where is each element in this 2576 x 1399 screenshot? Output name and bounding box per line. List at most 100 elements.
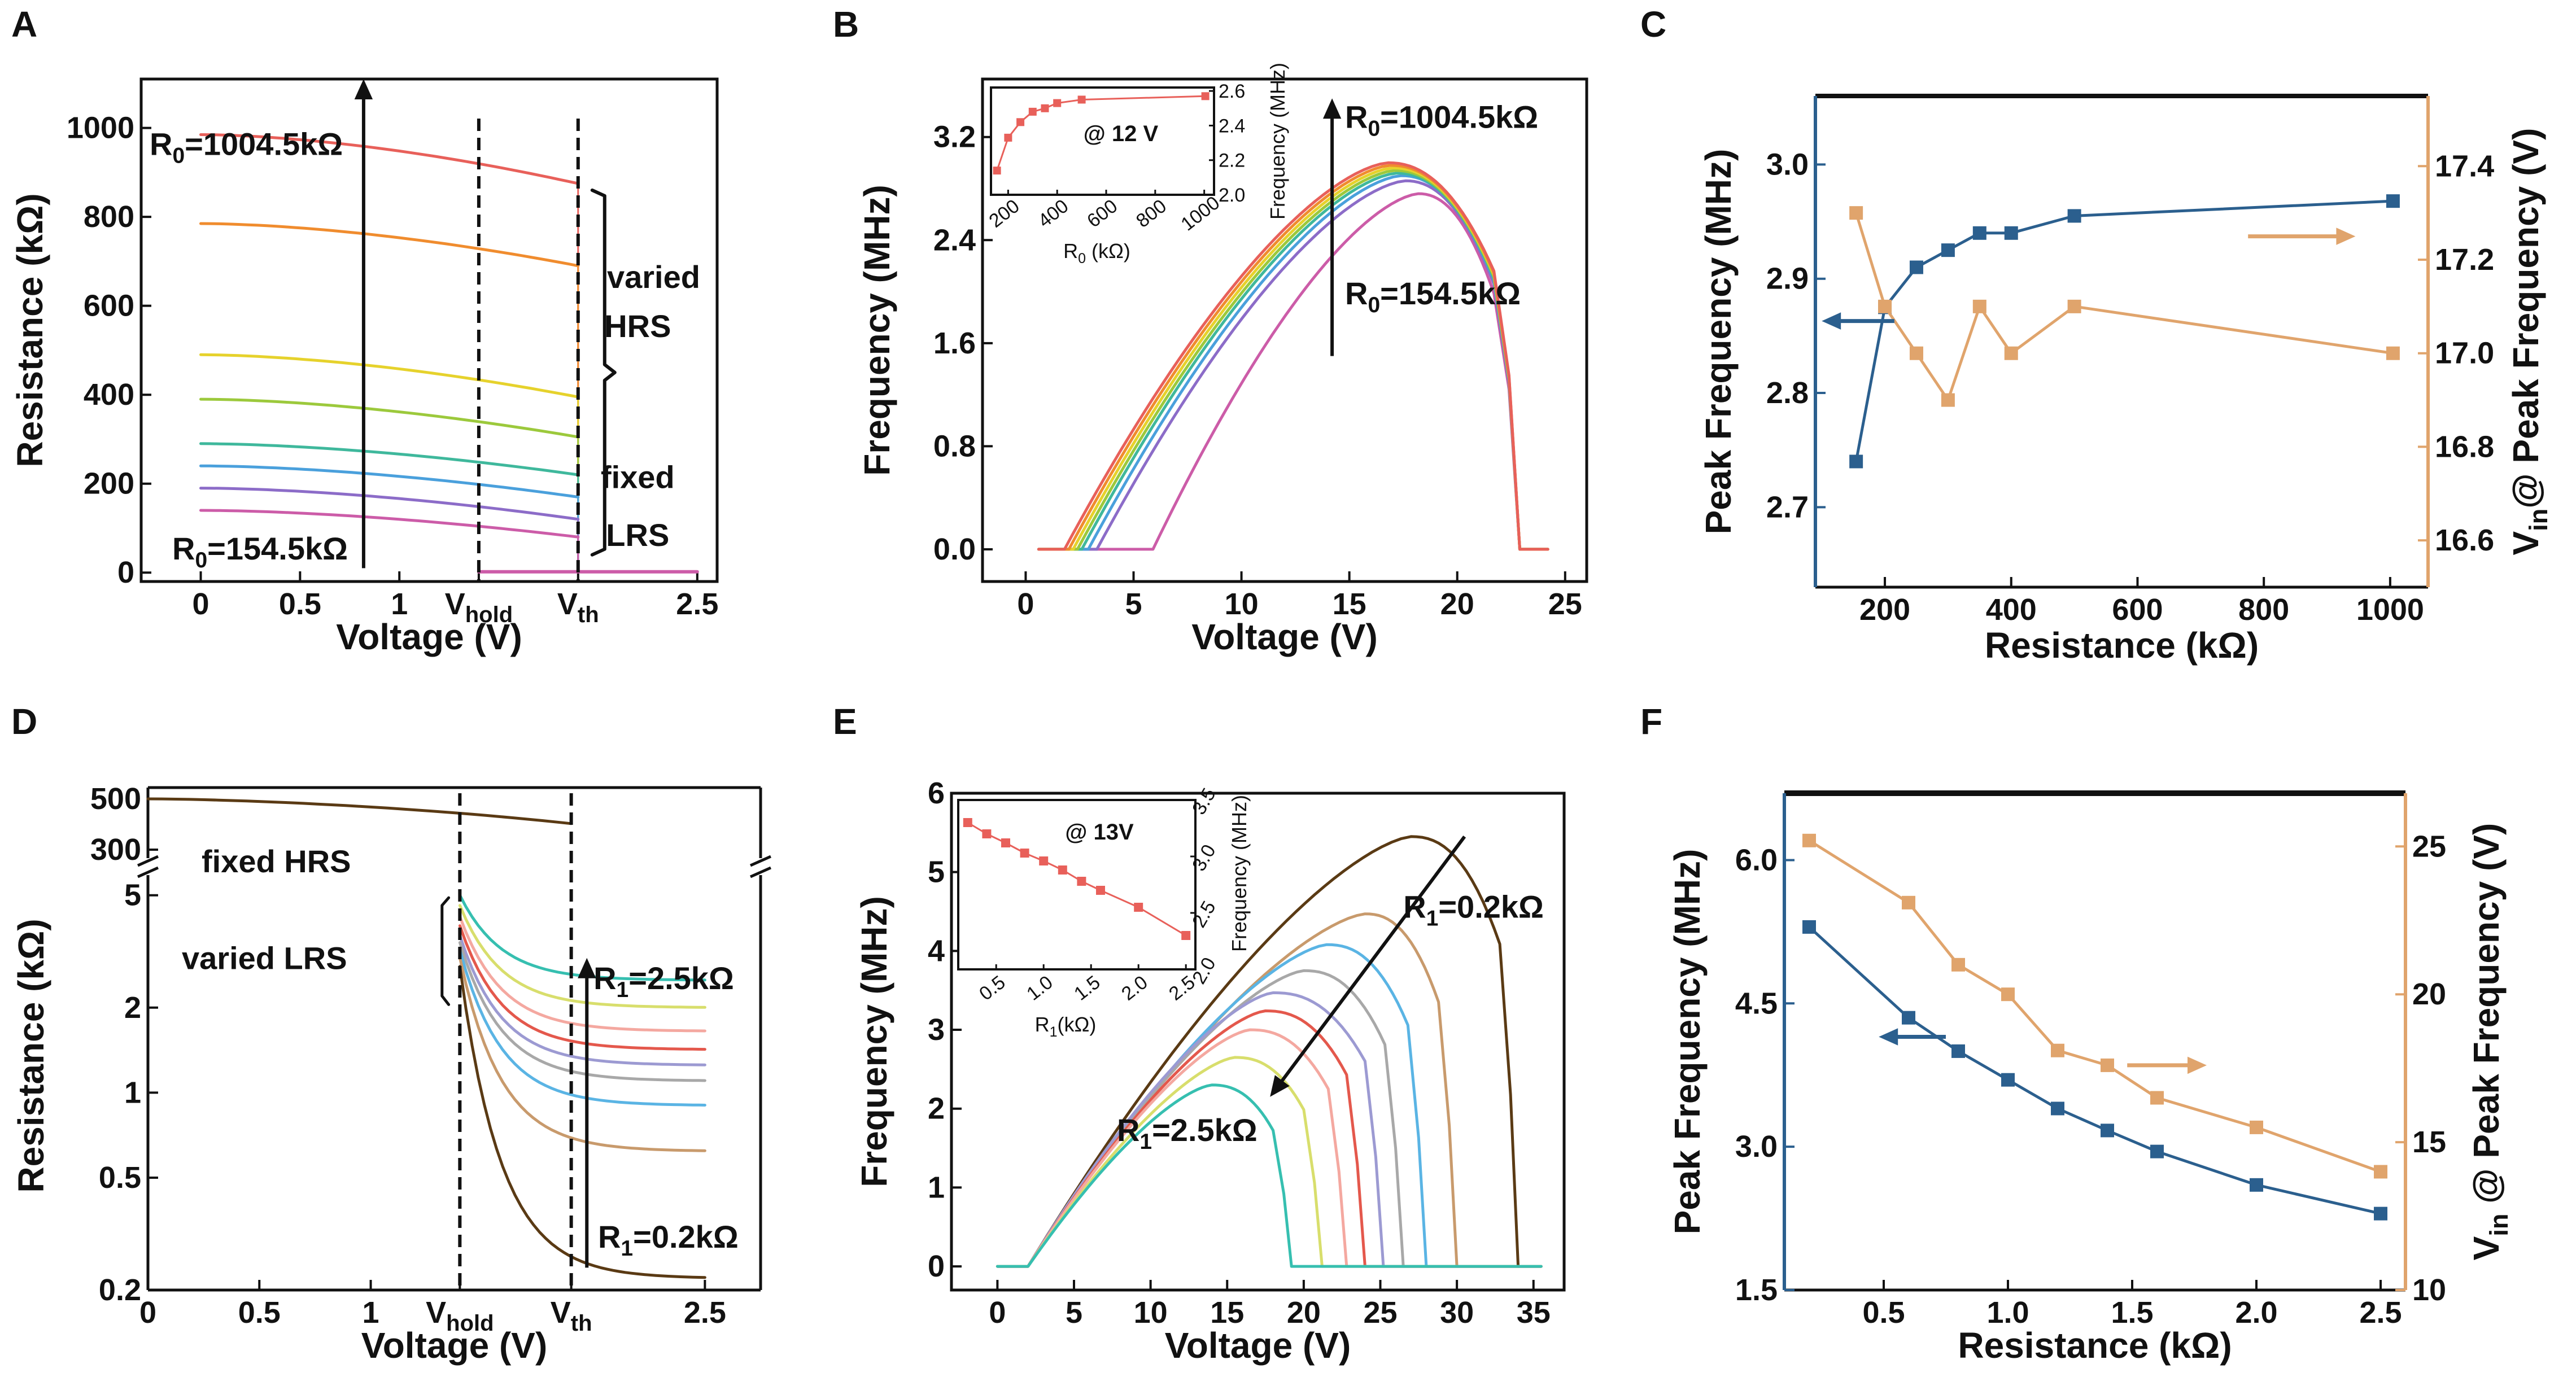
panel-e-ytick-label-3: 3 bbox=[928, 1013, 945, 1047]
panel-d-ytick-lower-label-1: 0.5 bbox=[99, 1161, 141, 1195]
panel-e-arrow-shaft bbox=[1278, 836, 1466, 1085]
panel-label-B: B bbox=[833, 4, 859, 45]
panel-b-inset-point-7 bbox=[1201, 92, 1210, 100]
panel-b-inset-point-1 bbox=[1004, 133, 1012, 142]
panel-a-curve-4 bbox=[199, 442, 580, 476]
panel-e-annot-bottom-tail: =2.5kΩ bbox=[1152, 1112, 1258, 1148]
panel-e-inset-point-6 bbox=[1077, 877, 1086, 886]
panel-a-curve-2 bbox=[199, 353, 580, 399]
panel-a-xtick-label-main: 2.5 bbox=[676, 587, 718, 621]
panel-a-xtick-label-main: 0.5 bbox=[279, 587, 321, 621]
panel-f-yrtick-label-1: 15 bbox=[2412, 1125, 2446, 1159]
panel-a-ytick-label-3: 600 bbox=[84, 289, 134, 323]
panel-label-A: A bbox=[11, 4, 37, 45]
panel-a-annot-bottom-tail: =154.5kΩ bbox=[207, 531, 348, 566]
panel-f: 0.5 1.0 1.5 2.0 2.5 1.5 3.0 4.5 6.0 10 15 20 25 Resis… bbox=[1667, 790, 2513, 1366]
panel-a-annot-top-main: R bbox=[150, 126, 172, 162]
panel-d-annot-top: R1=2.5kΩ bbox=[593, 960, 734, 1002]
panel-c-arrow-right-head bbox=[2336, 228, 2356, 245]
panel-d-break-b-1 bbox=[749, 866, 772, 878]
panel-c-xtick-label-2: 600 bbox=[2112, 593, 2163, 627]
panel-a-xtick-label-main: 0 bbox=[192, 587, 209, 621]
panel-f-arrow-left-head bbox=[1879, 1028, 1898, 1046]
panel-c-series-0-point-0 bbox=[1849, 454, 1863, 469]
panel-e-ytick-label-6: 6 bbox=[928, 776, 945, 810]
panel-e-inset-xtitle-tail: (kΩ) bbox=[1058, 1013, 1097, 1036]
panel-e-annot-top-main: R bbox=[1403, 889, 1426, 925]
panel-c-yrtick-label-3: 17.2 bbox=[2435, 243, 2494, 277]
panel-c-ytick-label-1: 2.8 bbox=[1766, 376, 1809, 410]
panel-b-inset-xlabel-4: 1000 bbox=[1177, 192, 1224, 235]
panel-f-series-0-line bbox=[1807, 925, 2382, 1216]
panel-f-yrtick-label-2: 20 bbox=[2412, 977, 2446, 1011]
panel-f-xlabel: Resistance (kΩ) bbox=[1958, 1325, 2232, 1366]
panel-a-xtick-label-sub: th bbox=[578, 602, 599, 627]
panel-d-xtick-label-0: 0 bbox=[139, 1296, 156, 1330]
panel-e-inset-frame bbox=[957, 799, 1197, 970]
panel-f-yrtick-label-3: 25 bbox=[2412, 829, 2446, 863]
panel-b-curve-0 bbox=[1037, 161, 1549, 551]
panel-b-xtick-label-2: 10 bbox=[1225, 587, 1259, 621]
panel-d-ytick-lower-label-2: 1 bbox=[124, 1076, 141, 1109]
panel-a-curve-1 bbox=[199, 222, 580, 268]
panel-e-inset-point-1 bbox=[982, 829, 992, 838]
panel-f-series-1-point-8 bbox=[2374, 1165, 2387, 1179]
panel-a-annot-top: R0=1004.5kΩ bbox=[150, 126, 343, 168]
panel-c-ytick-label-3: 3.0 bbox=[1766, 147, 1809, 181]
panel-a-xtick-label-main: V bbox=[557, 587, 578, 621]
panel-e-ytick-label-2: 2 bbox=[928, 1092, 945, 1126]
panel-d-xtick-label-sub: th bbox=[571, 1311, 592, 1336]
panel-a-xtick-label-2: 1 bbox=[391, 587, 408, 621]
panel-b-annot-bottom-main: R bbox=[1345, 276, 1368, 311]
panel-f-ylabel: Peak Frequency (MHz) bbox=[1667, 849, 1708, 1235]
panel-b-arrow-head bbox=[1322, 98, 1342, 119]
panel-d-arrow-head bbox=[578, 958, 596, 978]
panel-a-xtick-label-5: 2.5 bbox=[676, 587, 718, 621]
panel-c-series-1-point-7 bbox=[2386, 346, 2400, 360]
panel-label-F: F bbox=[1640, 701, 1662, 742]
panel-c-series-0-point-6 bbox=[2067, 209, 2081, 223]
panel-label-E: E bbox=[833, 701, 857, 742]
panel-e-curve-0 bbox=[996, 835, 1543, 1268]
panel-a-ytick-label-4: 800 bbox=[84, 200, 134, 234]
panel-c-series-0-point-7 bbox=[2386, 194, 2400, 208]
panel-a-ylabel: Resistance (kΩ) bbox=[10, 193, 50, 467]
panel-f-ylabel-right: Vin @ Peak Frequency (V) bbox=[2466, 823, 2513, 1261]
panel-f-xtick-label-1: 1.0 bbox=[1986, 1296, 2029, 1330]
panel-f-series-0-point-6 bbox=[2150, 1144, 2164, 1158]
panel-e-ytick-label-5: 5 bbox=[928, 855, 945, 889]
panel-e-annot-bottom-sub: 1 bbox=[1139, 1130, 1152, 1154]
panel-a: 0 0.5 1 Vhold Vth 2.502004006008001000Voltage… bbox=[10, 77, 719, 657]
panel-e-curve-5 bbox=[996, 1009, 1543, 1268]
panel-e-curve-7 bbox=[996, 1056, 1543, 1268]
panel-a-xtick-label-main: V bbox=[445, 587, 465, 621]
panel-d-ytick-lower-label-3: 2 bbox=[124, 991, 141, 1025]
panel-d-annot-bottom-sub: 1 bbox=[621, 1236, 633, 1261]
panel-d-lrs-curve-2 bbox=[458, 915, 706, 1033]
panel-a-xlabel: Voltage (V) bbox=[336, 617, 522, 657]
panel-e-inset-xlabel-0: 0.5 bbox=[975, 972, 1010, 1005]
panel-d-xtick-label-main: 2.5 bbox=[684, 1296, 726, 1330]
panel-a-annot-varied: varied bbox=[607, 259, 700, 295]
panel-b-inset-xlabel-2: 600 bbox=[1083, 195, 1121, 232]
panel-b-ylabel: Frequency (MHz) bbox=[857, 185, 897, 476]
panel-b-inset-xtitle-main: R bbox=[1063, 239, 1078, 263]
panel-f-series-0-point-2 bbox=[1951, 1044, 1965, 1058]
panel-b-inset-xlabel-0: 200 bbox=[985, 195, 1024, 232]
panel-b-annot-top: R0=1004.5kΩ bbox=[1345, 99, 1538, 141]
panel-d-break-a-0 bbox=[137, 855, 159, 867]
panel-b-annot-top-tail: =1004.5kΩ bbox=[1380, 99, 1538, 134]
panel-b-inset-xtitle: R0 (kΩ) bbox=[1063, 239, 1130, 266]
panel-d-xlabel: Voltage (V) bbox=[361, 1325, 548, 1366]
panel-b-inset-point-4 bbox=[1041, 104, 1049, 112]
panel-e-xtick-label-1: 5 bbox=[1066, 1296, 1082, 1330]
panel-d-lrs-curve-3 bbox=[458, 924, 706, 1051]
panel-c-yrtick-label-0: 16.6 bbox=[2435, 523, 2494, 557]
panel-e-ytick-label-0: 0 bbox=[928, 1249, 945, 1283]
panel-b: 0 5 10 15 20 25 0.0 0.8 1.6 2.4 3.2 Voltage (V) Freq… bbox=[857, 63, 1588, 657]
panel-a-ytick-label-1: 200 bbox=[84, 467, 134, 501]
panel-e-xtick-label-2: 10 bbox=[1134, 1296, 1168, 1330]
panel-b-inset-point-0 bbox=[993, 167, 1001, 175]
panel-d-annot-bottom: R1=0.2kΩ bbox=[598, 1219, 739, 1261]
